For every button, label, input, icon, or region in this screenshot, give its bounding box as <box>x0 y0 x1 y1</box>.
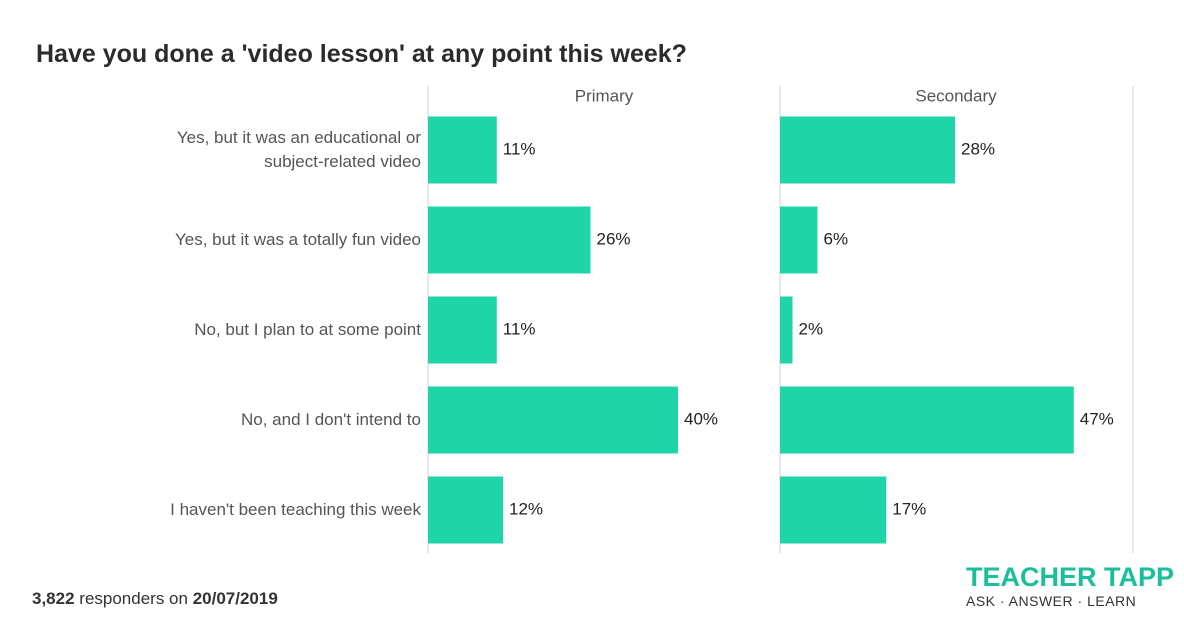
value-label: 17% <box>892 499 926 518</box>
bar <box>780 206 818 274</box>
footer: 3,822 responders on 20/07/2019 <box>32 589 278 609</box>
bar <box>428 296 497 364</box>
chart-title: Have you done a 'video lesson' at any po… <box>36 40 687 68</box>
logo-left: TEACHER <box>966 562 1097 592</box>
value-label: 47% <box>1080 409 1114 428</box>
responder-count: 3,822 <box>32 589 75 608</box>
bar <box>780 476 887 544</box>
panel-header: Primary <box>575 86 634 105</box>
panel-header: Secondary <box>915 86 997 105</box>
category-label: Yes, but it was an educational or subjec… <box>176 128 421 171</box>
value-label: 6% <box>824 229 849 248</box>
bar <box>780 386 1074 454</box>
logo-tagline: ASK · ANSWER · LEARN <box>966 593 1137 609</box>
value-label: 26% <box>597 229 631 248</box>
bar <box>780 116 955 184</box>
bar <box>428 386 678 454</box>
logo: TEACHER TAPP ASK · ANSWER · LEARN <box>966 562 1174 610</box>
value-label: 40% <box>684 409 718 428</box>
bar <box>428 116 497 184</box>
bar <box>780 296 793 364</box>
category-label: No, but I plan to at some point <box>194 320 421 339</box>
category-label: I haven't been teaching this week <box>170 500 421 519</box>
bar <box>428 206 591 274</box>
category-label: Yes, but it was a totally fun video <box>174 230 421 249</box>
value-label: 11% <box>503 319 536 338</box>
date: 20/07/2019 <box>192 589 278 608</box>
value-label: 11% <box>503 139 536 158</box>
bar <box>428 476 503 544</box>
value-label: 12% <box>509 499 543 518</box>
logo-brand: TEACHER TAPP <box>966 562 1174 592</box>
value-label: 28% <box>961 139 995 158</box>
category-label: No, and I don't intend to <box>241 410 421 429</box>
footer-text: responders on <box>79 589 188 608</box>
value-label: 2% <box>799 319 824 338</box>
logo-right: TAPP <box>1104 562 1175 592</box>
